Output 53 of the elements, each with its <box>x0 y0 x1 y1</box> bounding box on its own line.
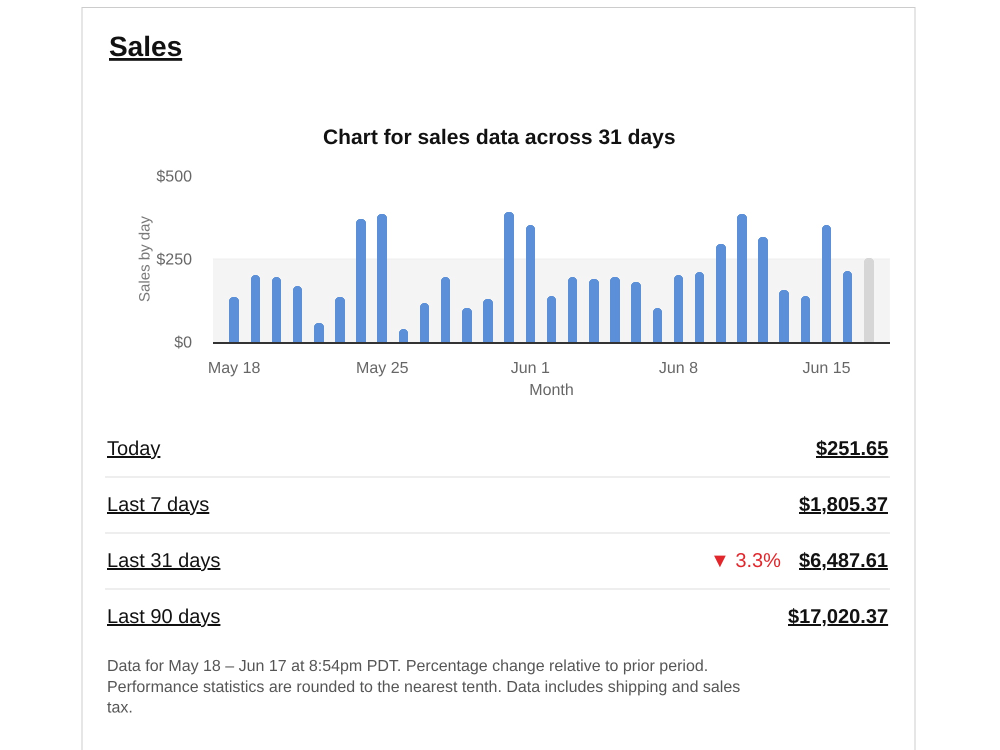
bar <box>864 258 874 342</box>
x-tick-label: Jun 8 <box>658 360 698 377</box>
bar <box>504 212 514 342</box>
bar <box>293 286 302 342</box>
x-tick-label: Jun 15 <box>802 360 851 377</box>
bar <box>843 271 852 342</box>
text: $251.65 <box>816 438 888 460</box>
bar <box>441 277 450 342</box>
bar <box>758 237 768 342</box>
bar <box>483 299 493 342</box>
text: Data for May 18 – Jun 17 at 8:54pm PDT. Percentage change relative to prior period. Performance statistics are rounded to the nearest tenth. Data includes shipping and sales tax. <box>107 658 740 717</box>
text: ▼ 3.3% <box>710 550 782 572</box>
y-tick-label: $0 <box>174 334 192 352</box>
bar <box>716 244 726 342</box>
bar <box>653 308 662 342</box>
bar <box>272 277 281 342</box>
chart-subtitle: Chart for sales data across 31 days <box>323 126 676 149</box>
text: Today <box>107 438 160 460</box>
bar <box>462 308 472 342</box>
bar <box>695 272 704 342</box>
bar <box>801 296 810 342</box>
bar <box>399 329 408 342</box>
bar <box>526 225 535 342</box>
bar <box>547 296 556 342</box>
y-axis-title: Sales by day <box>136 216 154 302</box>
bar <box>335 297 345 342</box>
text: $6,487.61 <box>799 550 888 572</box>
x-tick-label: May 25 <box>356 360 409 377</box>
bar <box>631 282 641 342</box>
text: Last 7 days <box>107 494 210 516</box>
bar <box>779 290 789 342</box>
bar <box>314 323 324 342</box>
bar <box>251 275 260 342</box>
bar <box>420 303 429 342</box>
x-tick-label: May 18 <box>208 360 260 377</box>
text: $17,020.37 <box>788 606 888 628</box>
bar <box>377 214 387 342</box>
bar <box>822 225 831 342</box>
bar <box>589 279 599 342</box>
chart-title: Sales <box>109 31 182 62</box>
bar <box>737 214 747 342</box>
bar <box>674 275 683 342</box>
text: Last 31 days <box>107 550 220 572</box>
bar <box>356 219 366 342</box>
x-tick-label: Jun 1 <box>510 360 550 377</box>
bar <box>610 277 620 342</box>
x-axis-title: Month <box>529 382 574 400</box>
text: $1,805.37 <box>799 494 888 516</box>
y-tick-label: $500 <box>156 168 192 186</box>
y-tick-label: $250 <box>156 252 192 269</box>
text: Last 90 days <box>107 606 220 628</box>
bar <box>568 277 577 342</box>
bar <box>229 297 239 342</box>
